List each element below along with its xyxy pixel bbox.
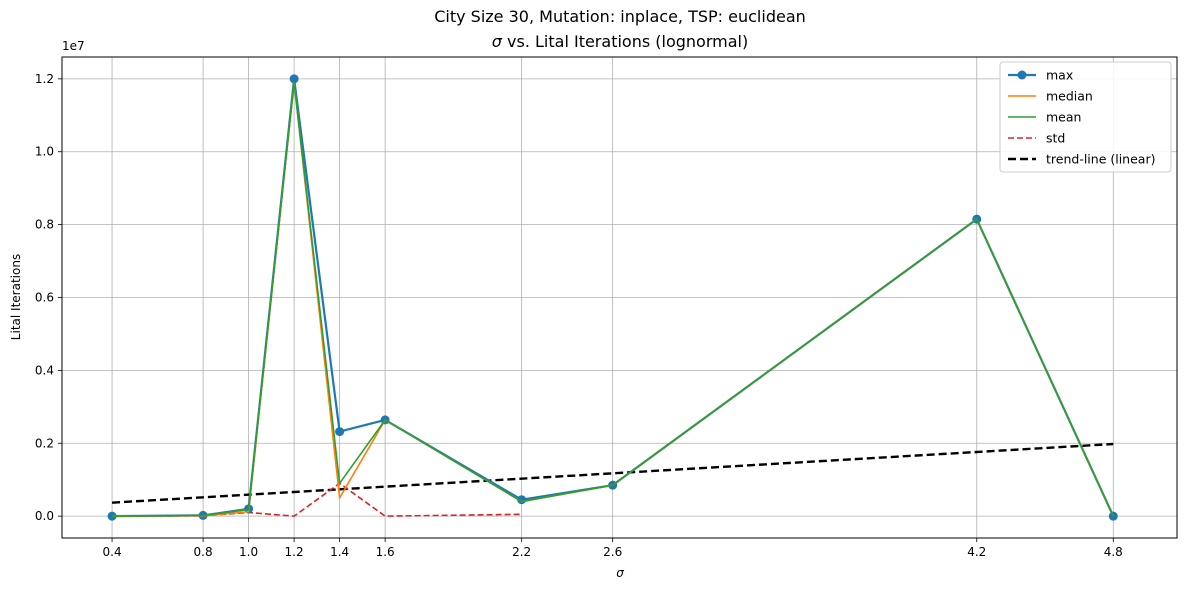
legend-label: std [1046,131,1065,146]
legend: max median mean std trend-line (linear) [1000,62,1171,172]
x-tick-label: 1.0 [239,545,258,559]
x-ticks: 0.4 0.8 1.0 1.2 1.4 1.6 2.2 2.6 4.2 4.8 [103,538,1123,559]
legend-marker [1018,71,1027,80]
x-tick-label: 0.8 [194,545,213,559]
y-tick-label: 0.2 [35,436,54,450]
x-axis-label: σ [616,566,624,580]
max-point [335,427,344,436]
y-tick-label: 1.0 [35,145,54,159]
x-tick-label: 1.4 [330,545,349,559]
x-tick-label: 4.8 [1104,545,1123,559]
legend-label: mean [1046,110,1081,125]
y-tick-label: 0.8 [35,218,54,232]
y-tick-label: 0.0 [35,509,54,523]
chart-title-line1: City Size 30, Mutation: inplace, TSP: eu… [434,7,806,26]
legend-label: max [1046,68,1073,83]
x-tick-label: 0.4 [103,545,122,559]
x-tick-label: 1.6 [376,545,395,559]
x-tick-label: 2.6 [603,545,622,559]
chart-title-rest: vs. Lital Iterations (lognormal) [502,32,748,51]
x-tick-label: 4.2 [967,545,986,559]
legend-label: median [1046,89,1093,104]
y-tick-label: 0.6 [35,291,54,305]
y-offset-label: 1e7 [62,39,85,53]
chart-title-line2: σ vs. Lital Iterations (lognormal) [492,32,748,51]
x-tick-label: 1.2 [285,545,304,559]
y-tick-label: 0.4 [35,363,54,377]
x-tick-label: 2.2 [512,545,531,559]
legend-label: trend-line (linear) [1046,152,1155,167]
y-axis-label: Lital Iterations [9,254,23,340]
y-tick-label: 1.2 [35,72,54,86]
y-ticks: 0.0 0.2 0.4 0.6 0.8 1.0 1.2 [35,72,62,523]
